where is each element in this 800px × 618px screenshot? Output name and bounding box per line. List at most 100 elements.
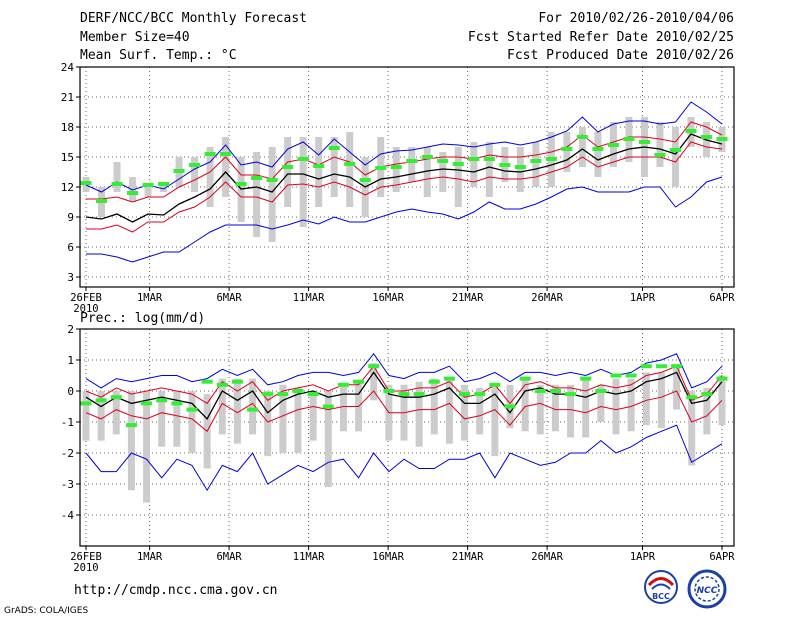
y-tick-label: 2: [67, 323, 74, 336]
ensemble-box: [578, 127, 586, 167]
ensemble-box: [703, 387, 711, 435]
y-tick-label: -1: [61, 416, 74, 429]
climatology-marker: [519, 376, 531, 381]
ensemble-box: [673, 366, 681, 410]
climatology-marker: [158, 182, 170, 186]
ensemble-box: [461, 384, 469, 441]
grads-credit: GrADS: COLA/IGES: [4, 606, 89, 616]
variable-label: Mean Surf. Temp.: °C: [80, 48, 237, 63]
ensemble-box: [582, 378, 590, 438]
climatology-marker: [201, 379, 213, 384]
climatology-marker: [95, 398, 107, 403]
ensemble-box: [160, 182, 168, 192]
ncc-logo-text: NCC: [697, 586, 718, 596]
min-line: [86, 176, 723, 263]
climatology-marker: [189, 163, 201, 167]
x-tick-label: 11MAR: [293, 551, 325, 563]
climatology-marker: [247, 407, 259, 412]
ensemble-box: [309, 391, 317, 441]
forecast-period-label: For 2010/02/26-2010/04/06: [538, 11, 734, 26]
ensemble-box: [264, 391, 272, 457]
climatology-marker: [353, 379, 365, 384]
climatology-marker: [437, 159, 449, 163]
climatology-marker: [607, 143, 619, 147]
climatology-marker: [610, 373, 622, 378]
p10-line: [85, 390, 723, 433]
x-tick-label: 21MAR: [452, 551, 484, 563]
climatology-marker: [171, 401, 183, 406]
y-tick-label: 6: [67, 241, 74, 254]
ensemble-box: [299, 137, 307, 227]
x-tick-sublabel: 2010: [73, 562, 98, 574]
climatology-marker: [277, 392, 289, 397]
climatology-marker: [406, 159, 418, 163]
climatology-marker: [576, 135, 588, 139]
y-tick-label: 1: [67, 354, 74, 367]
ensemble-box: [127, 391, 135, 491]
climatology-marker: [671, 364, 683, 369]
x-tick-label: 6MAR: [216, 292, 242, 304]
climatology-marker: [142, 183, 154, 187]
ensemble-box: [656, 122, 664, 167]
ensemble-box: [563, 132, 571, 172]
climatology-marker: [313, 164, 325, 168]
climatology-marker: [96, 199, 108, 203]
ensemble-box: [521, 378, 529, 432]
climatology-marker: [307, 392, 319, 397]
ensemble-box: [188, 391, 196, 453]
climatology-marker: [716, 137, 728, 141]
climatology-marker: [398, 392, 410, 397]
climatology-marker: [565, 392, 577, 397]
x-tick-label: 26FEB: [70, 551, 102, 563]
climatology-marker: [262, 392, 274, 397]
climatology-marker: [561, 147, 573, 151]
member-size-label: Member Size=40: [80, 30, 190, 45]
plot-frame: [79, 66, 735, 288]
x-tick-label: 21MAR: [452, 292, 484, 304]
climatology-marker: [220, 152, 232, 156]
ensemble-box: [423, 147, 431, 197]
panel-title: Prec.: log(mm/d): [80, 311, 205, 326]
p90-line: [85, 365, 723, 405]
climatology-marker: [266, 178, 278, 182]
climatology-marker: [186, 407, 198, 412]
ensemble-box: [476, 387, 484, 435]
ensemble-box: [430, 378, 438, 435]
y-tick-label: -2: [61, 447, 74, 460]
x-tick-label: 11MAR: [293, 292, 325, 304]
y-tick-label: 9: [67, 211, 74, 224]
y-tick-label: -4: [61, 509, 75, 522]
climatology-marker: [504, 404, 516, 409]
climatology-marker: [489, 382, 501, 387]
y-tick-label: -3: [61, 478, 74, 491]
ensemble-box: [112, 391, 120, 435]
climatology-marker: [375, 166, 387, 170]
ensemble-box: [491, 384, 499, 457]
climatology-marker: [474, 392, 486, 397]
ensemble-box: [642, 372, 650, 426]
max-line: [85, 101, 723, 193]
x-tick-label: 1APR: [630, 292, 656, 304]
ensemble-box: [82, 391, 90, 441]
climatology-marker: [80, 181, 92, 185]
ensemble-mean-line: [85, 371, 723, 420]
climatology-marker: [235, 182, 247, 186]
ensemble-box: [551, 384, 559, 432]
climatology-marker: [390, 165, 402, 169]
source-url[interactable]: http://cmdp.ncc.cma.gov.cn: [74, 583, 278, 598]
climatology-marker: [282, 165, 294, 169]
x-tick-label: 6APR: [709, 551, 735, 563]
climatology-marker: [623, 137, 635, 141]
p10-line: [86, 141, 723, 233]
climatology-marker: [328, 146, 340, 150]
bcc-logo-icon: BCC: [644, 570, 678, 604]
climatology-marker: [468, 157, 480, 161]
ensemble-box: [284, 137, 292, 207]
climatology-marker: [499, 163, 511, 167]
x-tick-label: 26FEB: [70, 292, 102, 304]
y-tick-label: 21: [61, 91, 74, 104]
climatology-marker: [669, 148, 681, 152]
p90-line: [86, 121, 723, 203]
climatology-marker: [337, 382, 349, 387]
